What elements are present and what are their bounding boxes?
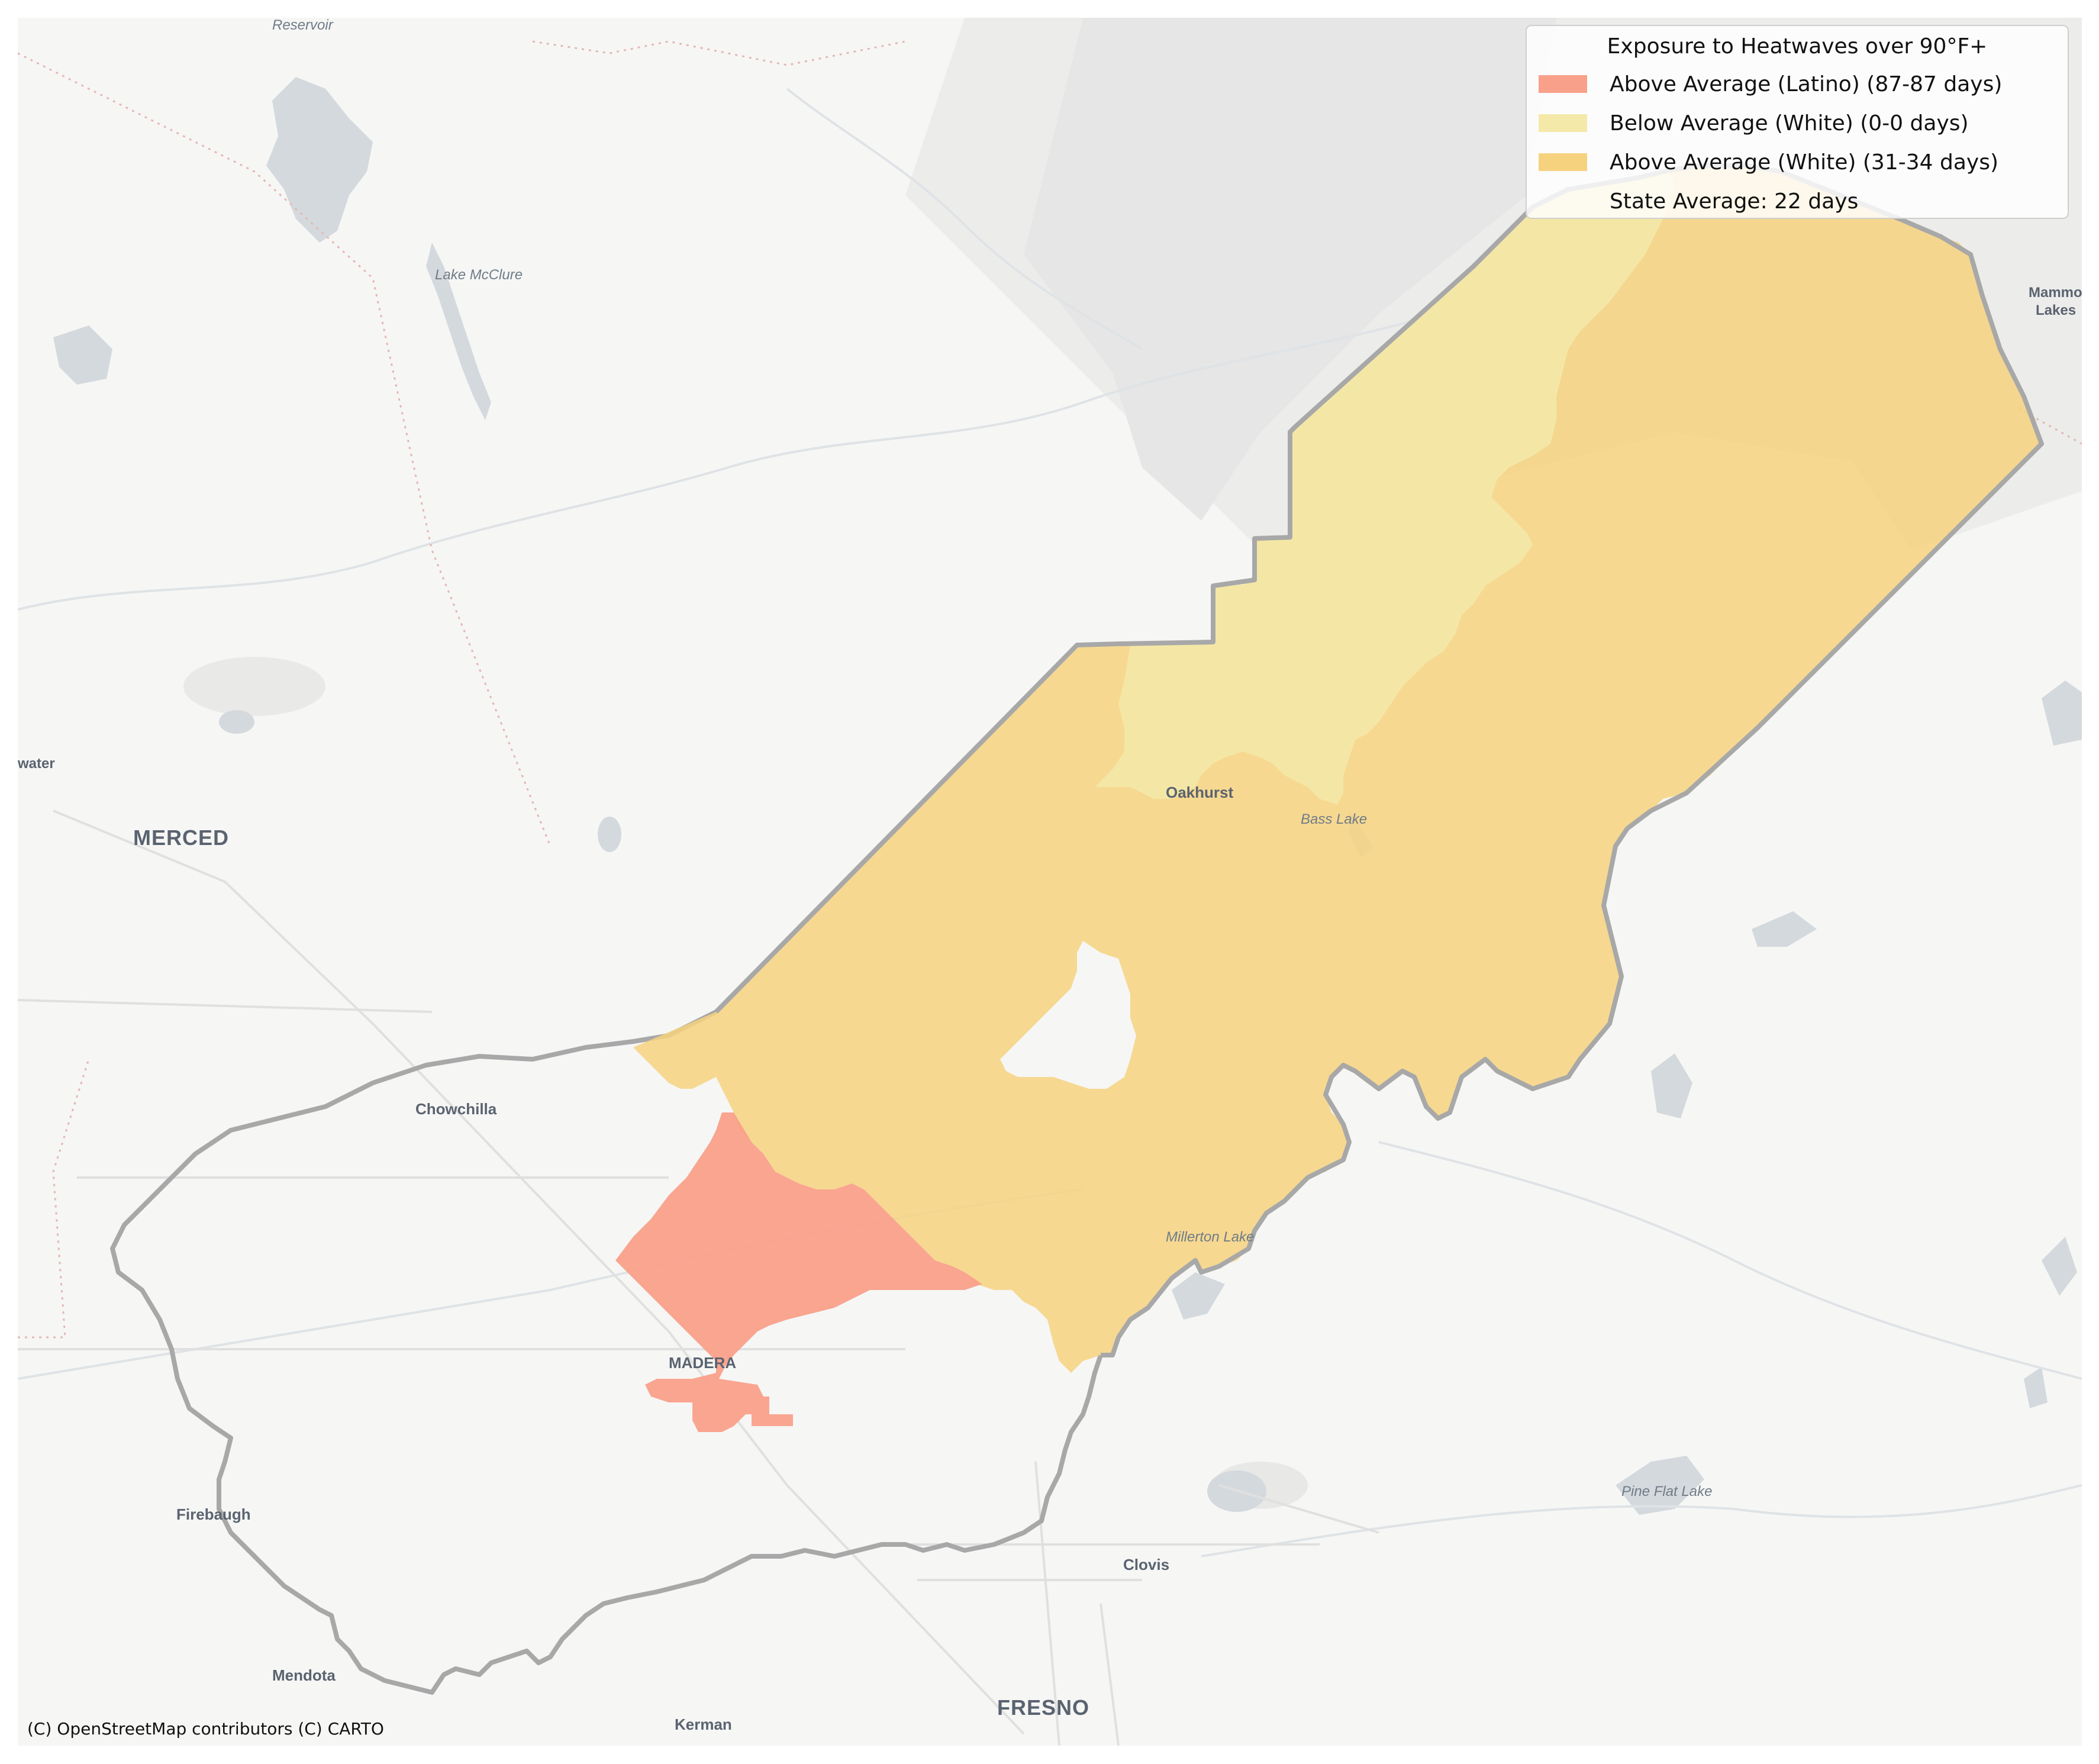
map-legend: Exposure to Heatwaves over 90°F+ Above A… [1526, 25, 2069, 219]
legend-label: Above Average (White) (31-34 days) [1610, 150, 1998, 175]
legend-swatch-state-average [1539, 192, 1587, 210]
legend-item-white-above: Above Average (White) (31-34 days) [1539, 143, 2056, 182]
water-label-lake-mcclure: Lake McClure [435, 267, 523, 283]
map-svg: MERCED MADERA FRESNO Chowchilla Oakhurst… [18, 18, 2082, 1746]
place-label-mammoth-2: Lakes [2036, 302, 2076, 318]
county-outline [110, 1010, 1103, 1695]
place-label-merced: MERCED [133, 825, 229, 850]
place-labels: MERCED MADERA FRESNO Chowchilla Oakhurst… [18, 285, 2082, 1733]
place-label-fresno: FRESNO [997, 1695, 1089, 1720]
legend-swatch-latino-above [1539, 75, 1587, 93]
place-label-clovis: Clovis [1123, 1556, 1169, 1573]
legend-swatch-white-below [1539, 114, 1587, 132]
water-label-bass-lake: Bass Lake [1301, 811, 1367, 827]
county-boundaries [18, 40, 2082, 1339]
water-label-pine-flat-lake: Pine Flat Lake [1621, 1484, 1712, 1499]
map-attribution: (C) OpenStreetMap contributors (C) CARTO [27, 1719, 384, 1739]
place-label-chowchilla: Chowchilla [415, 1100, 497, 1118]
place-label-madera: MADERA [669, 1354, 736, 1372]
place-label-firebaugh: Firebaugh [176, 1505, 251, 1523]
map-canvas[interactable]: MERCED MADERA FRESNO Chowchilla Oakhurst… [18, 18, 2082, 1746]
place-label-mendota: Mendota [272, 1666, 336, 1684]
legend-swatch-white-above [1539, 153, 1587, 171]
place-label-water-town: water [18, 756, 55, 772]
place-label-mammoth-1: Mammo [2029, 285, 2082, 301]
legend-label: Above Average (Latino) (87-87 days) [1610, 72, 2003, 96]
legend-title: Exposure to Heatwaves over 90°F+ [1607, 34, 1988, 59]
region-latino-above[interactable] [615, 1112, 982, 1432]
roads [18, 810, 1379, 1746]
legend-label: State Average: 22 days [1610, 189, 1859, 214]
region-white-below[interactable] [1095, 170, 1675, 805]
legend-label: Below Average (White) (0-0 days) [1610, 111, 1969, 136]
water-label-reservoir: Reservoir [272, 18, 334, 33]
water-labels: Reservoir Lake McClure Bass Lake Millert… [272, 18, 1712, 1499]
legend-item-white-below: Below Average (White) (0-0 days) [1539, 104, 2056, 143]
legend-item-latino-above: Above Average (Latino) (87-87 days) [1539, 65, 2056, 104]
place-label-oakhurst: Oakhurst [1166, 783, 1233, 801]
water-label-millerton-lake: Millerton Lake [1166, 1229, 1254, 1245]
legend-item-state-average: State Average: 22 days [1539, 182, 2056, 221]
place-label-kerman: Kerman [675, 1715, 732, 1733]
